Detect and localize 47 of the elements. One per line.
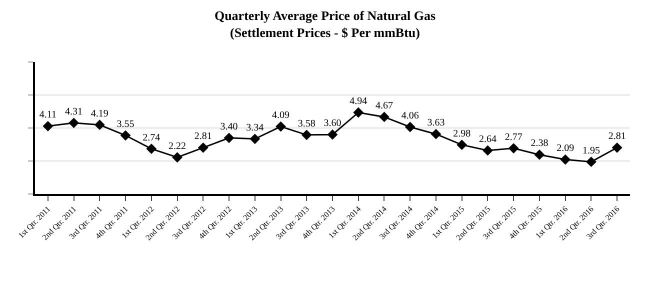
- data-label: 2.74: [142, 132, 160, 144]
- point: [276, 121, 286, 132]
- data-label: 3.40: [220, 121, 238, 132]
- point: [404, 122, 416, 132]
- data-label: 4.09: [272, 110, 290, 122]
- point: [534, 150, 545, 160]
- point: [42, 120, 54, 132]
- data-label: 3.63: [427, 118, 445, 129]
- point: [120, 130, 131, 141]
- data-label: 2.81: [608, 131, 626, 142]
- point: [508, 143, 519, 154]
- chart-title: Quarterly Average Price of Natural Gas (Settlement Prices - $ Per mmBtu): [214, 8, 436, 40]
- data-label: 1.95: [582, 145, 600, 156]
- data-label: 2.22: [168, 140, 186, 152]
- data-label: 2.64: [478, 134, 496, 145]
- data-label: 4.06: [401, 110, 419, 122]
- point: [456, 140, 468, 150]
- data-label: 3.55: [116, 118, 134, 130]
- point: [430, 128, 442, 140]
- point: [612, 142, 622, 153]
- data-label: 3.60: [324, 118, 342, 130]
- data-label: 4.11: [39, 110, 56, 121]
- point: [353, 107, 364, 118]
- point: [146, 144, 157, 154]
- point: [379, 112, 390, 122]
- data-label: 2.09: [556, 143, 574, 154]
- point: [250, 134, 260, 144]
- point: [68, 118, 79, 128]
- point: [482, 145, 493, 156]
- data-label: 3.58: [298, 118, 316, 130]
- point: [94, 120, 105, 130]
- point: [198, 142, 208, 153]
- data-label: 4.31: [65, 106, 83, 118]
- point: [301, 130, 312, 140]
- data-label: 2.98: [453, 128, 471, 140]
- point: [172, 152, 182, 163]
- data-label: 3.34: [246, 122, 264, 134]
- data-label: 2.77: [504, 132, 522, 143]
- point: [586, 156, 596, 168]
- data-label: 2.38: [530, 138, 548, 150]
- point: [224, 132, 234, 144]
- data-label: 4.19: [90, 108, 108, 120]
- data-label: 4.67: [375, 100, 393, 112]
- point: [327, 129, 338, 140]
- data-label: 2.81: [194, 131, 212, 142]
- point: [560, 154, 571, 165]
- data-label: 4.94: [350, 96, 368, 107]
